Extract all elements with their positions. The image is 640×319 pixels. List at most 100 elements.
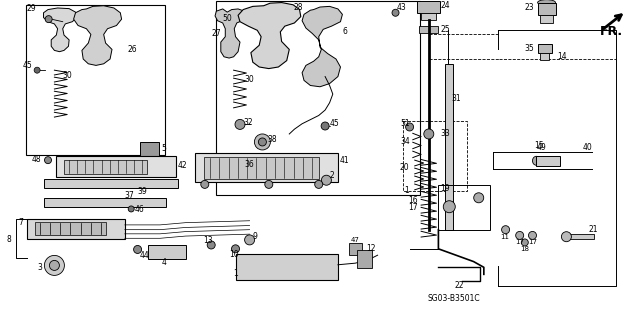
Ellipse shape bbox=[315, 180, 323, 189]
Polygon shape bbox=[56, 156, 176, 177]
Ellipse shape bbox=[538, 0, 556, 5]
Ellipse shape bbox=[244, 235, 255, 245]
Text: 3: 3 bbox=[37, 263, 42, 272]
Polygon shape bbox=[419, 26, 438, 33]
Text: 36: 36 bbox=[244, 160, 254, 169]
Text: 9: 9 bbox=[253, 232, 258, 241]
Text: 24: 24 bbox=[440, 1, 450, 10]
Text: 29: 29 bbox=[27, 4, 36, 13]
Polygon shape bbox=[204, 157, 319, 179]
Ellipse shape bbox=[254, 134, 270, 150]
Polygon shape bbox=[195, 153, 338, 182]
Text: 17: 17 bbox=[408, 203, 418, 212]
Text: 18: 18 bbox=[520, 246, 529, 252]
Polygon shape bbox=[148, 245, 186, 259]
Text: 45: 45 bbox=[330, 119, 339, 128]
Text: 14: 14 bbox=[557, 52, 566, 61]
Polygon shape bbox=[44, 198, 166, 207]
Ellipse shape bbox=[321, 122, 329, 130]
Text: 48: 48 bbox=[32, 155, 42, 164]
Text: 8: 8 bbox=[6, 235, 11, 244]
Polygon shape bbox=[35, 222, 106, 235]
Polygon shape bbox=[64, 160, 147, 174]
Text: 34: 34 bbox=[400, 137, 410, 146]
Text: 31: 31 bbox=[451, 94, 461, 103]
Ellipse shape bbox=[265, 180, 273, 189]
Ellipse shape bbox=[45, 16, 52, 23]
Text: 27: 27 bbox=[211, 29, 221, 38]
Polygon shape bbox=[236, 254, 338, 280]
Ellipse shape bbox=[134, 245, 141, 254]
Text: 17: 17 bbox=[528, 239, 537, 245]
Text: 12: 12 bbox=[366, 244, 376, 253]
Ellipse shape bbox=[321, 175, 332, 185]
Text: 46: 46 bbox=[134, 205, 144, 214]
Ellipse shape bbox=[474, 193, 484, 203]
Ellipse shape bbox=[532, 156, 540, 165]
Text: 30: 30 bbox=[63, 71, 72, 80]
Text: 1: 1 bbox=[234, 269, 238, 278]
Polygon shape bbox=[538, 44, 552, 53]
Text: 44: 44 bbox=[140, 251, 149, 260]
Polygon shape bbox=[140, 142, 159, 156]
Text: 16: 16 bbox=[408, 196, 418, 205]
Text: 15: 15 bbox=[534, 141, 544, 150]
Ellipse shape bbox=[34, 67, 40, 73]
Ellipse shape bbox=[235, 119, 245, 130]
Text: 40: 40 bbox=[582, 143, 592, 152]
Text: 5: 5 bbox=[161, 144, 166, 153]
Ellipse shape bbox=[207, 241, 215, 249]
Text: 28: 28 bbox=[293, 4, 303, 12]
Text: 38: 38 bbox=[268, 135, 277, 144]
Polygon shape bbox=[44, 179, 178, 188]
Ellipse shape bbox=[424, 129, 434, 139]
Text: 51: 51 bbox=[400, 119, 410, 128]
Text: 13: 13 bbox=[204, 236, 213, 245]
Ellipse shape bbox=[406, 123, 413, 131]
Ellipse shape bbox=[250, 154, 275, 159]
Ellipse shape bbox=[201, 180, 209, 189]
Text: 41: 41 bbox=[339, 156, 349, 165]
Ellipse shape bbox=[522, 239, 528, 246]
Text: 32: 32 bbox=[243, 118, 253, 127]
Ellipse shape bbox=[44, 256, 65, 275]
Text: 10: 10 bbox=[229, 250, 239, 259]
Text: 37: 37 bbox=[125, 191, 134, 200]
Polygon shape bbox=[540, 53, 549, 60]
Polygon shape bbox=[566, 234, 594, 239]
Ellipse shape bbox=[128, 206, 134, 212]
Text: 39: 39 bbox=[138, 187, 147, 196]
Text: 47: 47 bbox=[351, 237, 360, 243]
Polygon shape bbox=[215, 9, 246, 58]
Text: 43: 43 bbox=[397, 4, 406, 12]
Ellipse shape bbox=[502, 226, 509, 234]
Text: 50: 50 bbox=[223, 14, 232, 23]
Text: 23: 23 bbox=[525, 4, 534, 12]
Text: 20: 20 bbox=[400, 163, 410, 172]
Polygon shape bbox=[349, 243, 362, 255]
Ellipse shape bbox=[561, 232, 572, 242]
Text: 49: 49 bbox=[536, 143, 546, 152]
Text: 11: 11 bbox=[500, 234, 509, 240]
Ellipse shape bbox=[516, 231, 524, 240]
Polygon shape bbox=[238, 3, 301, 69]
Text: 2: 2 bbox=[330, 171, 334, 180]
Ellipse shape bbox=[392, 9, 399, 16]
Polygon shape bbox=[421, 13, 436, 20]
Polygon shape bbox=[357, 250, 372, 268]
Text: FR.: FR. bbox=[600, 26, 623, 38]
Text: 26: 26 bbox=[128, 45, 138, 54]
Polygon shape bbox=[540, 15, 553, 23]
Text: 45: 45 bbox=[22, 61, 32, 70]
Text: 21: 21 bbox=[589, 225, 598, 234]
Ellipse shape bbox=[232, 245, 239, 253]
Text: 22: 22 bbox=[455, 281, 464, 290]
Polygon shape bbox=[536, 156, 560, 166]
Text: 7: 7 bbox=[18, 218, 23, 227]
Text: 33: 33 bbox=[440, 129, 450, 138]
Text: 6: 6 bbox=[342, 27, 348, 36]
Text: 35: 35 bbox=[525, 44, 534, 53]
Text: 19: 19 bbox=[440, 184, 450, 193]
Text: SG03-B3501C: SG03-B3501C bbox=[428, 294, 480, 303]
Text: 1: 1 bbox=[404, 186, 409, 195]
